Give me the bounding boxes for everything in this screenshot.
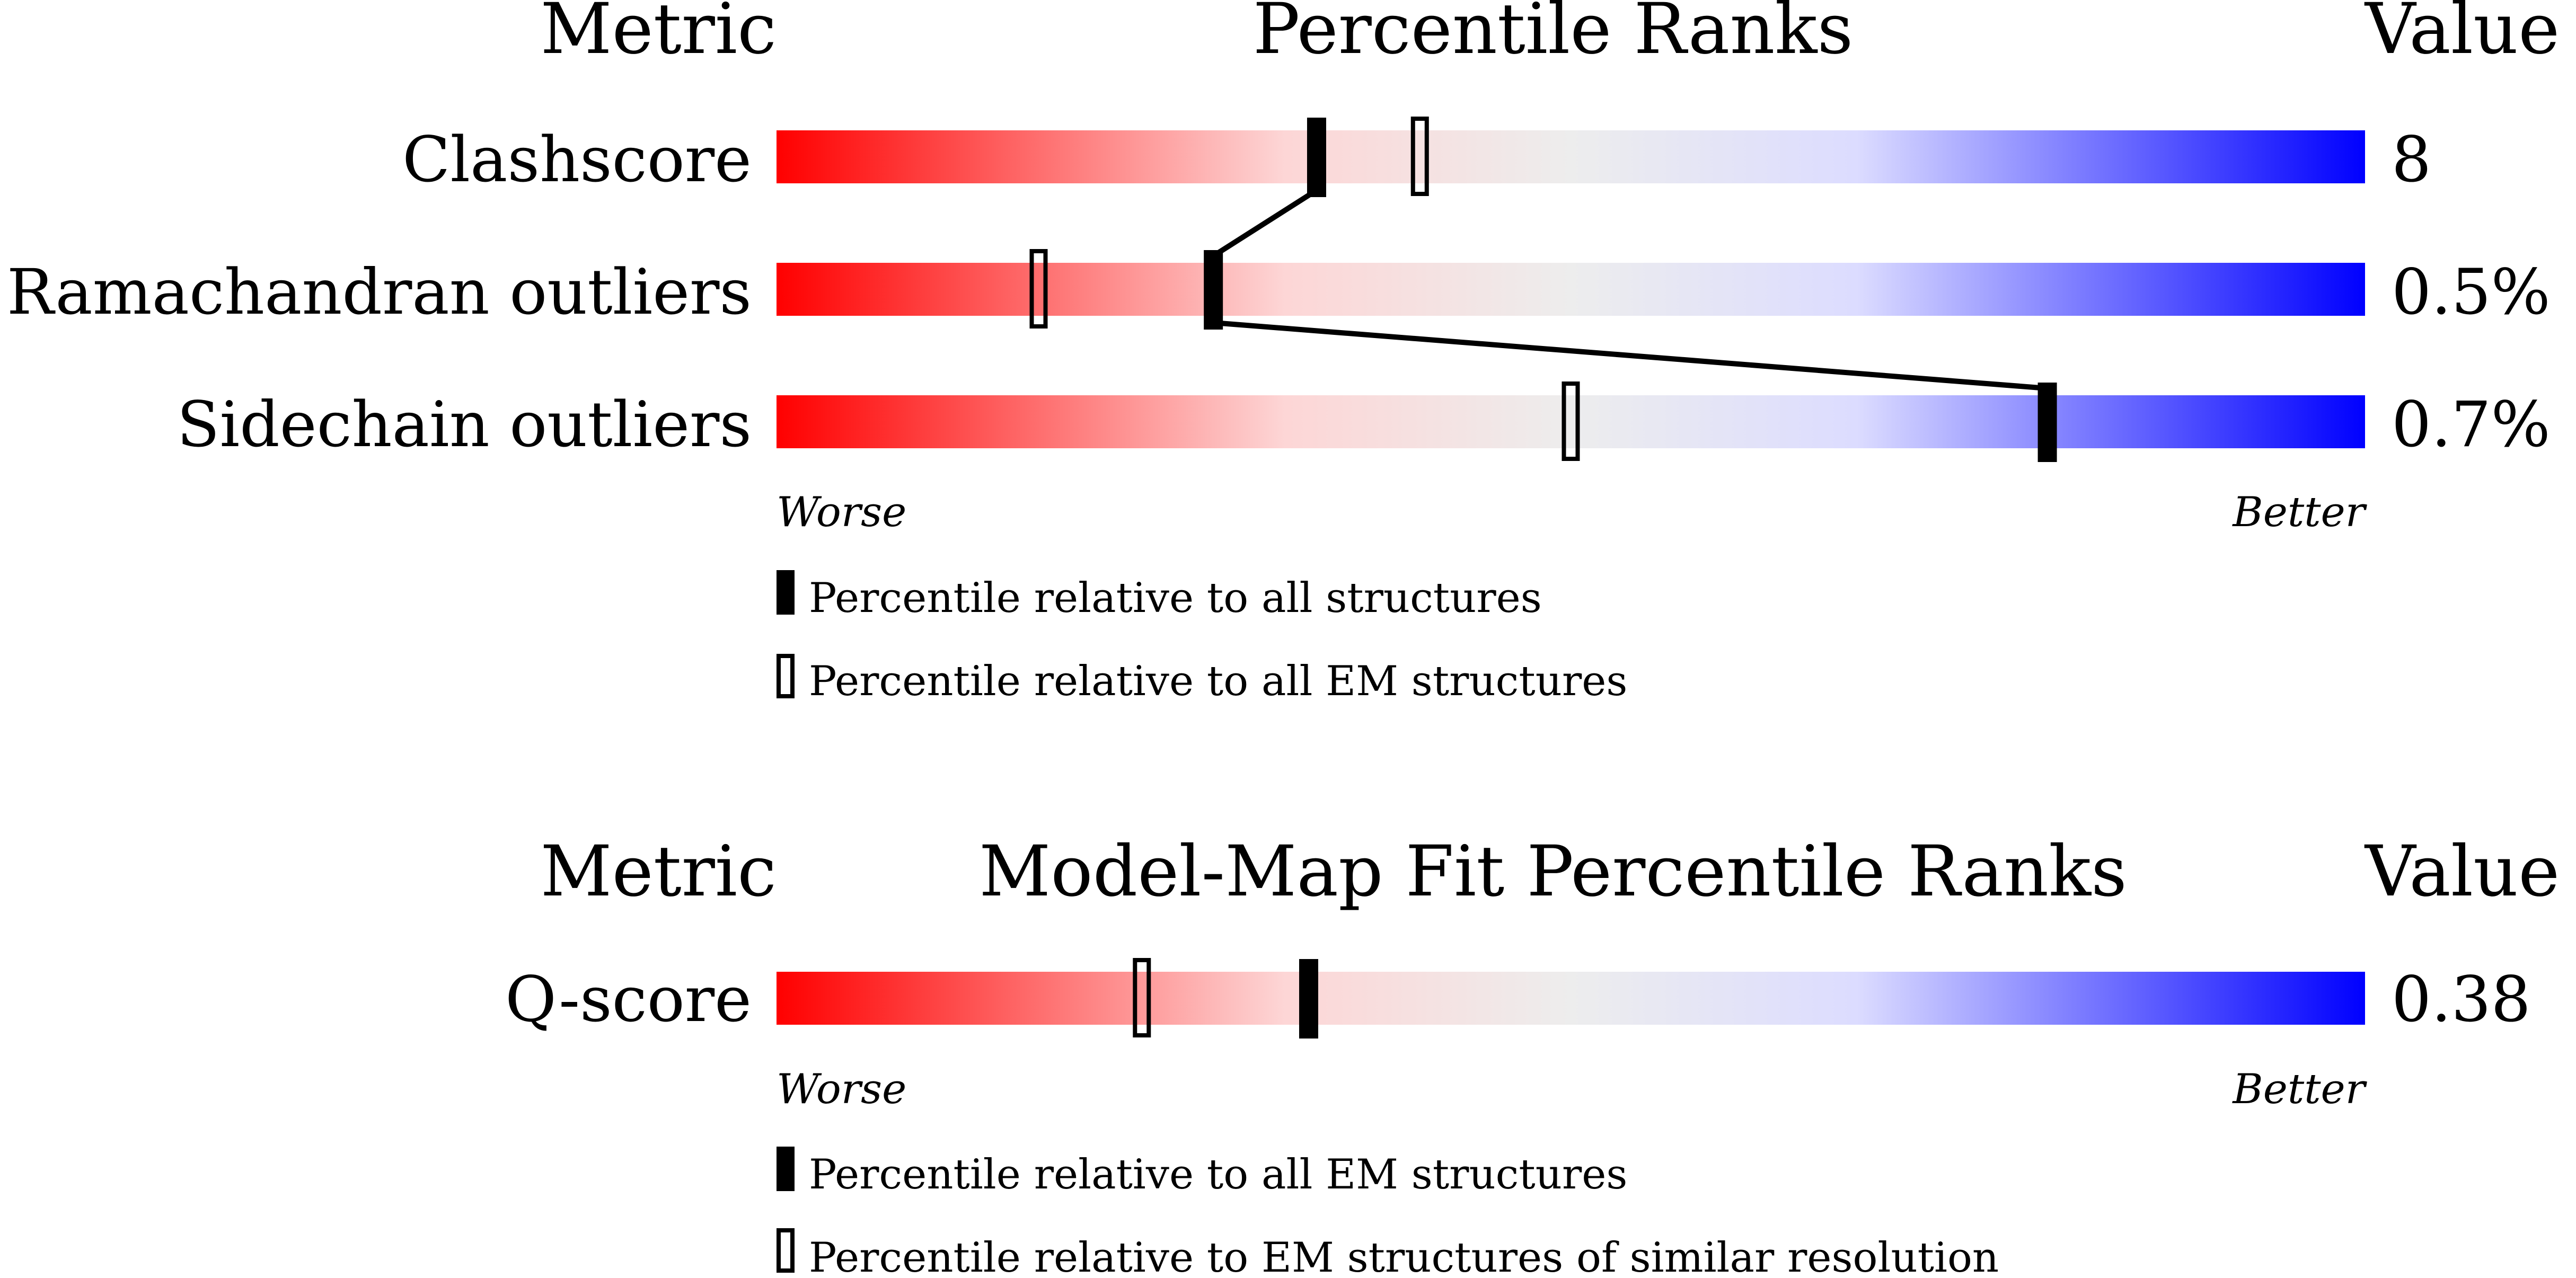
marker-all-structures-sidechain (2037, 383, 2057, 462)
percentile-bar-clashscore (777, 130, 2365, 183)
value-header-2: Value (2364, 831, 2560, 912)
row-label-qscore: Q-score (505, 963, 752, 1036)
scale-better-label: Better (2231, 489, 2367, 536)
scale-better-label-2: Better (2231, 1066, 2367, 1113)
metric-row-clashscore: Clashscore 8 (402, 117, 2431, 197)
legend-panel-2: Percentile relative to all EM structures… (777, 1147, 1999, 1278)
legend-open-marker-2 (777, 1228, 795, 1273)
row-label-ramachandran: Ramachandran outliers (7, 255, 752, 329)
panel-model-map-fit: Metric Model-Map Fit Percentile Ranks Va… (505, 831, 2560, 1278)
percentile-bar-ramachandran (777, 263, 2365, 316)
legend-open-text: Percentile relative to all EM structures (809, 658, 1627, 705)
metric-row-ramachandran: Ramachandran outliers 0.5% (7, 249, 2551, 330)
legend-filled-text: Percentile relative to all structures (809, 574, 1542, 622)
row-label-clashscore: Clashscore (402, 123, 752, 196)
value-header: Value (2364, 0, 2560, 70)
scale-worse-label: Worse (777, 489, 906, 536)
marker-em-structures-sidechain (1562, 381, 1580, 461)
marker-all-em-structures-qscore (1299, 959, 1318, 1039)
marker-em-structures-ramachandran (1029, 249, 1048, 329)
panel-title-2: Model-Map Fit Percentile Ranks (979, 831, 2127, 912)
percentile-bar-sidechain (777, 395, 2365, 448)
marker-all-structures-clashscore (1307, 118, 1326, 197)
metric-row-sidechain: Sidechain outliers 0.7% (177, 381, 2551, 462)
marker-all-structures-ramachandran (1204, 250, 1223, 330)
scale-worse-label-2: Worse (777, 1066, 906, 1113)
legend-open-marker (777, 654, 795, 698)
panel-title: Percentile Ranks (1253, 0, 1854, 70)
metric-row-qscore: Q-score 0.38 (505, 958, 2531, 1039)
row-value-sidechain: 0.7% (2392, 388, 2551, 461)
percentile-bar-qscore (777, 972, 2365, 1025)
legend-open-text-2: Percentile relative to EM structures of … (809, 1234, 1999, 1278)
marker-similar-resolution-qscore (1133, 958, 1151, 1037)
row-value-qscore: 0.38 (2392, 963, 2531, 1036)
row-value-ramachandran: 0.5% (2392, 255, 2551, 329)
legend-filled-marker (777, 570, 795, 615)
metric-header: Metric (540, 0, 777, 70)
legend-filled-text-2: Percentile relative to all EM structures (809, 1151, 1627, 1199)
panel-percentile-ranks: Metric Percentile Ranks Value Clashscore… (7, 0, 2560, 705)
marker-em-structures-clashscore (1410, 117, 1429, 196)
legend-filled-marker-2 (777, 1147, 795, 1191)
connector-line-rama-sidechain (1213, 320, 2048, 391)
row-label-sidechain: Sidechain outliers (177, 388, 752, 461)
connector-line-clash-rama (1212, 188, 1318, 259)
metric-header-2: Metric (540, 831, 777, 912)
row-value-clashscore: 8 (2392, 123, 2431, 196)
legend-panel-1: Percentile relative to all structures Pe… (777, 570, 1627, 705)
